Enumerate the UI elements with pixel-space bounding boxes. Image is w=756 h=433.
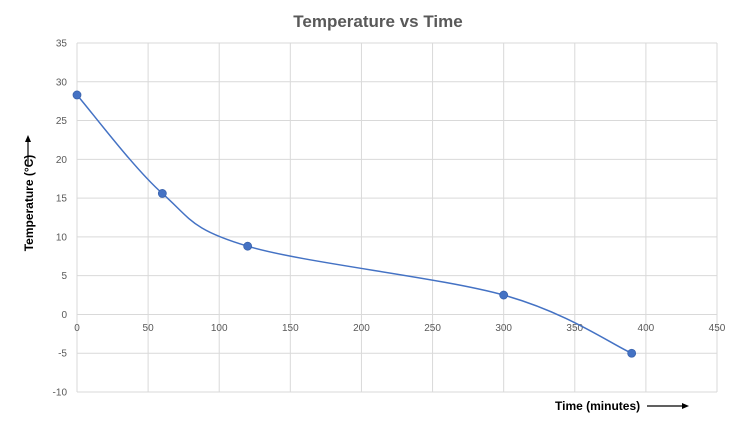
data-point [627,348,637,358]
x-tick-label: 150 [282,323,299,334]
y-tick-label: 25 [56,116,68,127]
data-point [499,290,509,300]
y-axis-arrow-icon [25,135,31,165]
x-tick-label: 100 [211,323,228,334]
y-tick-label: 0 [61,310,67,321]
x-axis-title-group: Time (minutes) [555,399,689,413]
data-point [243,241,253,251]
x-tick-label: 400 [638,323,655,334]
x-tick-label: 0 [74,323,80,334]
y-tick-label: -5 [58,349,67,360]
x-axis-label: Time (minutes) [555,399,640,413]
data-point [72,90,82,100]
x-tick-label: 450 [709,323,726,334]
y-tick-label: 5 [61,271,67,282]
y-tick-label: 30 [56,77,68,88]
chart-title: Temperature vs Time [293,12,462,31]
x-axis-ticks: 0 50 100 150 200 250 300 350 400 450 [74,323,726,334]
y-axis-label: Temperature (°C) [22,155,36,252]
data-point [157,189,167,198]
y-tick-label: -10 [53,388,68,399]
x-tick-label: 200 [353,323,370,334]
x-tick-label: 250 [424,323,441,334]
x-tick-label: 50 [143,323,155,334]
x-tick-label: 350 [566,323,583,334]
y-tick-label: 20 [56,155,68,166]
y-axis-ticks: 35 30 25 20 15 10 5 0 -5 -10 [53,39,68,399]
vertical-gridlines [76,43,718,392]
y-tick-label: 10 [56,232,68,243]
y-tick-label: 15 [56,194,68,205]
horizontal-gridlines [77,42,717,393]
series-line [76,94,632,354]
x-axis-arrow-icon [647,403,689,409]
y-axis-title-group: Temperature (°C) [22,135,36,251]
data-points [72,90,637,358]
y-tick-label: 35 [56,39,68,50]
x-tick-label: 300 [495,323,512,334]
